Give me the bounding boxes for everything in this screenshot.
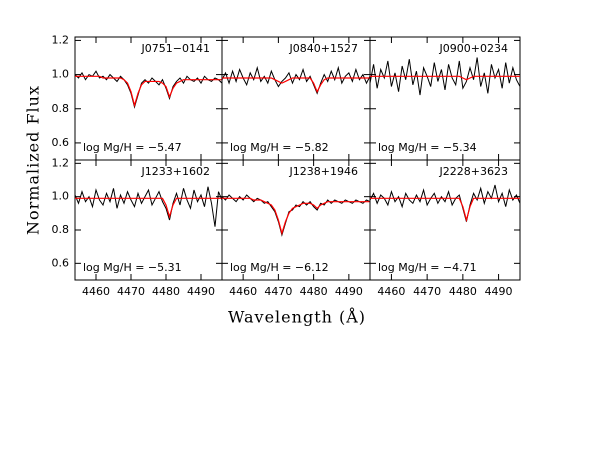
panel-annotation: log Mg/H = −6.12 — [230, 261, 329, 274]
x-tick-label: 4470 — [264, 285, 292, 298]
panel-annotation: log Mg/H = −5.34 — [378, 141, 477, 154]
spectrum-line — [370, 197, 520, 223]
panel-title: J1238+1946 — [289, 165, 358, 178]
y-axis-label: Normalized Flux — [24, 85, 43, 235]
y-tick-label: 1.2 — [52, 156, 70, 169]
x-tick-label: 4480 — [300, 285, 328, 298]
spectrum-line — [370, 184, 520, 222]
y-tick-label: 1.2 — [52, 33, 70, 46]
spectrum-line — [75, 186, 222, 227]
spectrum-line — [370, 57, 520, 96]
panel-annotation: log Mg/H = −5.82 — [230, 141, 329, 154]
panel-frame — [369, 159, 521, 281]
x-tick-label: 4460 — [82, 285, 110, 298]
y-tick-label: 1.0 — [52, 68, 70, 81]
panel-title: J0751−0141 — [141, 42, 210, 55]
x-tick-label: 4470 — [413, 285, 441, 298]
x-tick-label: 4460 — [229, 285, 257, 298]
y-tick-label: 0.6 — [52, 256, 70, 269]
panel-annotation: log Mg/H = −4.71 — [378, 261, 477, 274]
panel-title: J1233+1602 — [141, 165, 210, 178]
x-tick-label: 4480 — [152, 285, 180, 298]
y-tick-label: 0.8 — [52, 102, 70, 115]
y-tick-label: 1.0 — [52, 190, 70, 203]
x-tick-label: 4490 — [187, 285, 215, 298]
panel-annotation: log Mg/H = −5.47 — [83, 141, 182, 154]
spectrum-line — [75, 75, 222, 108]
x-tick-label: 4490 — [485, 285, 513, 298]
panel-title: J0900+0234 — [439, 42, 508, 55]
x-tick-label: 4460 — [377, 285, 405, 298]
spectrum-line — [222, 194, 370, 237]
spectrum-line — [75, 197, 222, 219]
spectrum-line — [222, 65, 370, 95]
x-tick-label: 4490 — [335, 285, 363, 298]
x-tick-label: 4470 — [117, 285, 145, 298]
panel-annotation: log Mg/H = −5.31 — [83, 261, 182, 274]
panel-title: J0840+1527 — [289, 42, 358, 55]
x-axis-label: Wavelength (Å) — [228, 307, 366, 327]
y-tick-label: 0.6 — [52, 136, 70, 149]
spectrum-line — [370, 75, 520, 81]
y-tick-label: 0.8 — [52, 223, 70, 236]
panel-title: J2228+3623 — [439, 165, 508, 178]
spectrum-line — [222, 197, 370, 236]
spectrum-line — [75, 70, 222, 109]
spectrum-line — [222, 77, 370, 94]
x-tick-label: 4480 — [449, 285, 477, 298]
